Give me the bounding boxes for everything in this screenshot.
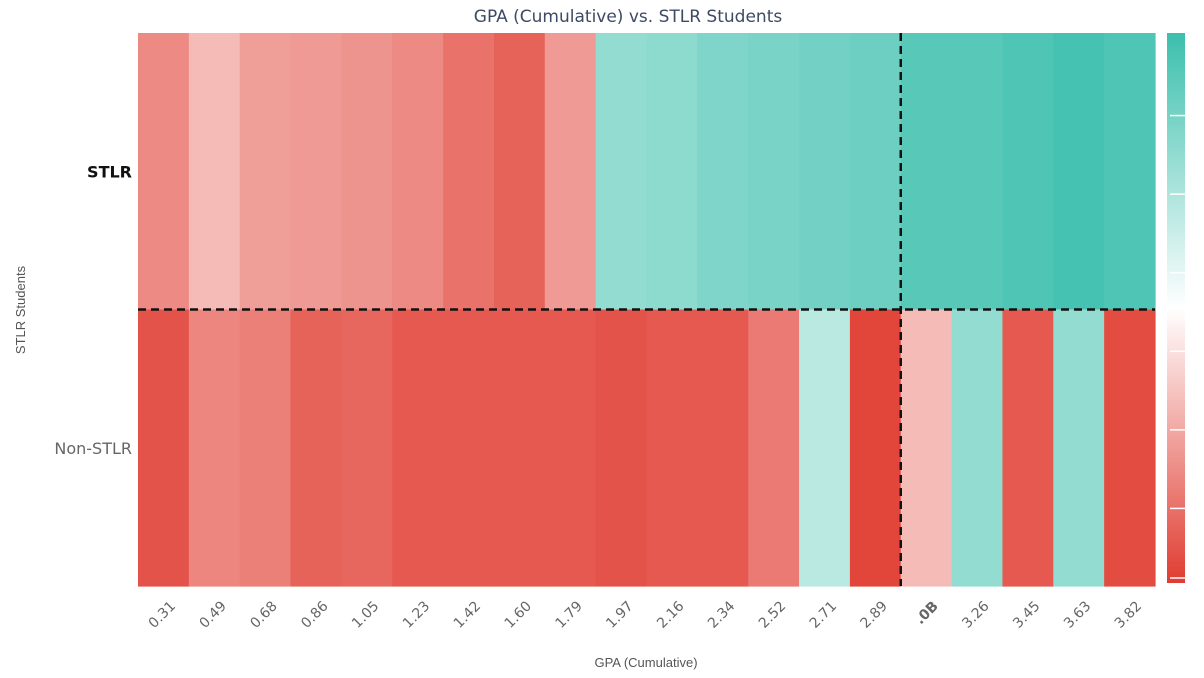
y-axis-title: STLR Students — [13, 265, 28, 354]
x-tick-label: .0B — [912, 598, 942, 628]
x-tick-label: 2.34 — [705, 598, 738, 631]
x-tick-label: 3.63 — [1061, 598, 1094, 631]
row-label: STLR — [87, 162, 132, 181]
heatmap-cell — [544, 33, 597, 311]
x-tick-label: 1.23 — [400, 598, 433, 631]
heatmap-cell — [646, 309, 698, 587]
x-tick-label: 2.16 — [654, 598, 687, 631]
heatmap-cell — [1053, 33, 1105, 311]
heatmap-cell — [188, 33, 241, 311]
x-tick-label: 1.79 — [552, 598, 585, 631]
x-tick-label: 1.97 — [603, 598, 636, 631]
colorbar-gradient — [1167, 33, 1185, 583]
heatmap-cell — [697, 33, 749, 311]
heatmap-cell — [595, 309, 648, 587]
heatmap-cell — [290, 33, 342, 311]
row-label: Non-STLR — [54, 439, 132, 458]
heatmap-cell — [392, 309, 444, 587]
heatmap-cell — [799, 309, 851, 587]
heatmap-cells — [138, 33, 1156, 587]
heatmap-cell — [748, 309, 800, 587]
heatmap-cell — [799, 33, 851, 311]
heatmap-cell — [748, 33, 800, 311]
x-tick-label: 1.05 — [349, 598, 382, 631]
x-tick-label: 1.42 — [451, 598, 484, 631]
heatmap-cell — [1104, 33, 1156, 311]
x-tick-label: 2.52 — [756, 598, 789, 631]
x-tick-label: 0.86 — [298, 598, 331, 631]
heatmap-cell — [951, 33, 1004, 311]
column-tick-labels: 0.31 0.49 0.68 0.86 1.05 1.23 1.42 1.60 1.79 1.97… — [146, 598, 1146, 631]
x-tick-label: 2.89 — [858, 598, 891, 631]
x-tick-label: 0.49 — [197, 598, 230, 631]
x-tick-label: 3.45 — [1010, 598, 1043, 631]
heatmap-cell — [138, 309, 190, 587]
heatmap-cell — [443, 33, 495, 311]
heatmap-cell — [951, 309, 1004, 587]
colorbar-legend — [1167, 33, 1185, 583]
heatmap-cell — [697, 309, 749, 587]
heatmap-cell — [900, 33, 953, 311]
heatmap-cell — [188, 309, 241, 587]
heatmap-cell — [138, 33, 190, 311]
heatmap-cell — [900, 309, 953, 587]
heatmap-cell — [493, 309, 546, 587]
heatmap-cell — [239, 309, 292, 587]
heatmap-cell — [443, 309, 495, 587]
x-axis-title: GPA (Cumulative) — [594, 655, 697, 670]
x-tick-label: 3.82 — [1112, 598, 1145, 631]
heatmap-cell — [1002, 33, 1054, 311]
heatmap-cell — [239, 33, 292, 311]
crosshair-lines — [138, 33, 1155, 586]
heatmap-cell — [646, 33, 698, 311]
x-tick-label: 1.60 — [502, 598, 535, 631]
row-labels: STLR Non-STLR — [54, 162, 132, 458]
heatmap-cell — [1002, 309, 1054, 587]
heatmap-cell — [595, 33, 648, 311]
heatmap-cell — [849, 33, 902, 311]
x-tick-label: 3.26 — [959, 598, 992, 631]
heatmap-cell — [1104, 309, 1156, 587]
heatmap-cell — [1053, 309, 1105, 587]
heatmap-cell — [544, 309, 597, 587]
heatmap-cell — [493, 33, 546, 311]
heatmap-cell — [849, 309, 902, 587]
x-tick-label: 2.71 — [807, 598, 840, 631]
x-tick-label: 0.68 — [247, 598, 280, 631]
heatmap-cell — [341, 309, 393, 587]
chart-title: GPA (Cumulative) vs. STLR Students — [474, 7, 783, 27]
heatmap-cell — [290, 309, 342, 587]
x-tick-label: 0.31 — [146, 598, 179, 631]
heatmap-cell — [341, 33, 393, 311]
heatmap-cell — [392, 33, 444, 311]
